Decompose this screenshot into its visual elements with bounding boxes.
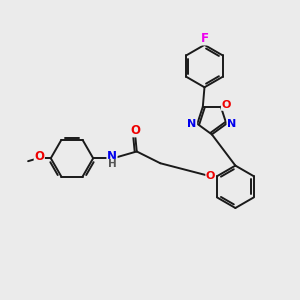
Text: O: O (130, 124, 140, 137)
Text: F: F (200, 32, 208, 45)
Text: N: N (107, 150, 117, 163)
Text: O: O (221, 100, 231, 110)
Text: O: O (206, 171, 215, 181)
Text: H: H (108, 159, 116, 170)
Text: O: O (34, 150, 44, 163)
Text: N: N (187, 119, 196, 129)
Text: N: N (227, 119, 236, 129)
